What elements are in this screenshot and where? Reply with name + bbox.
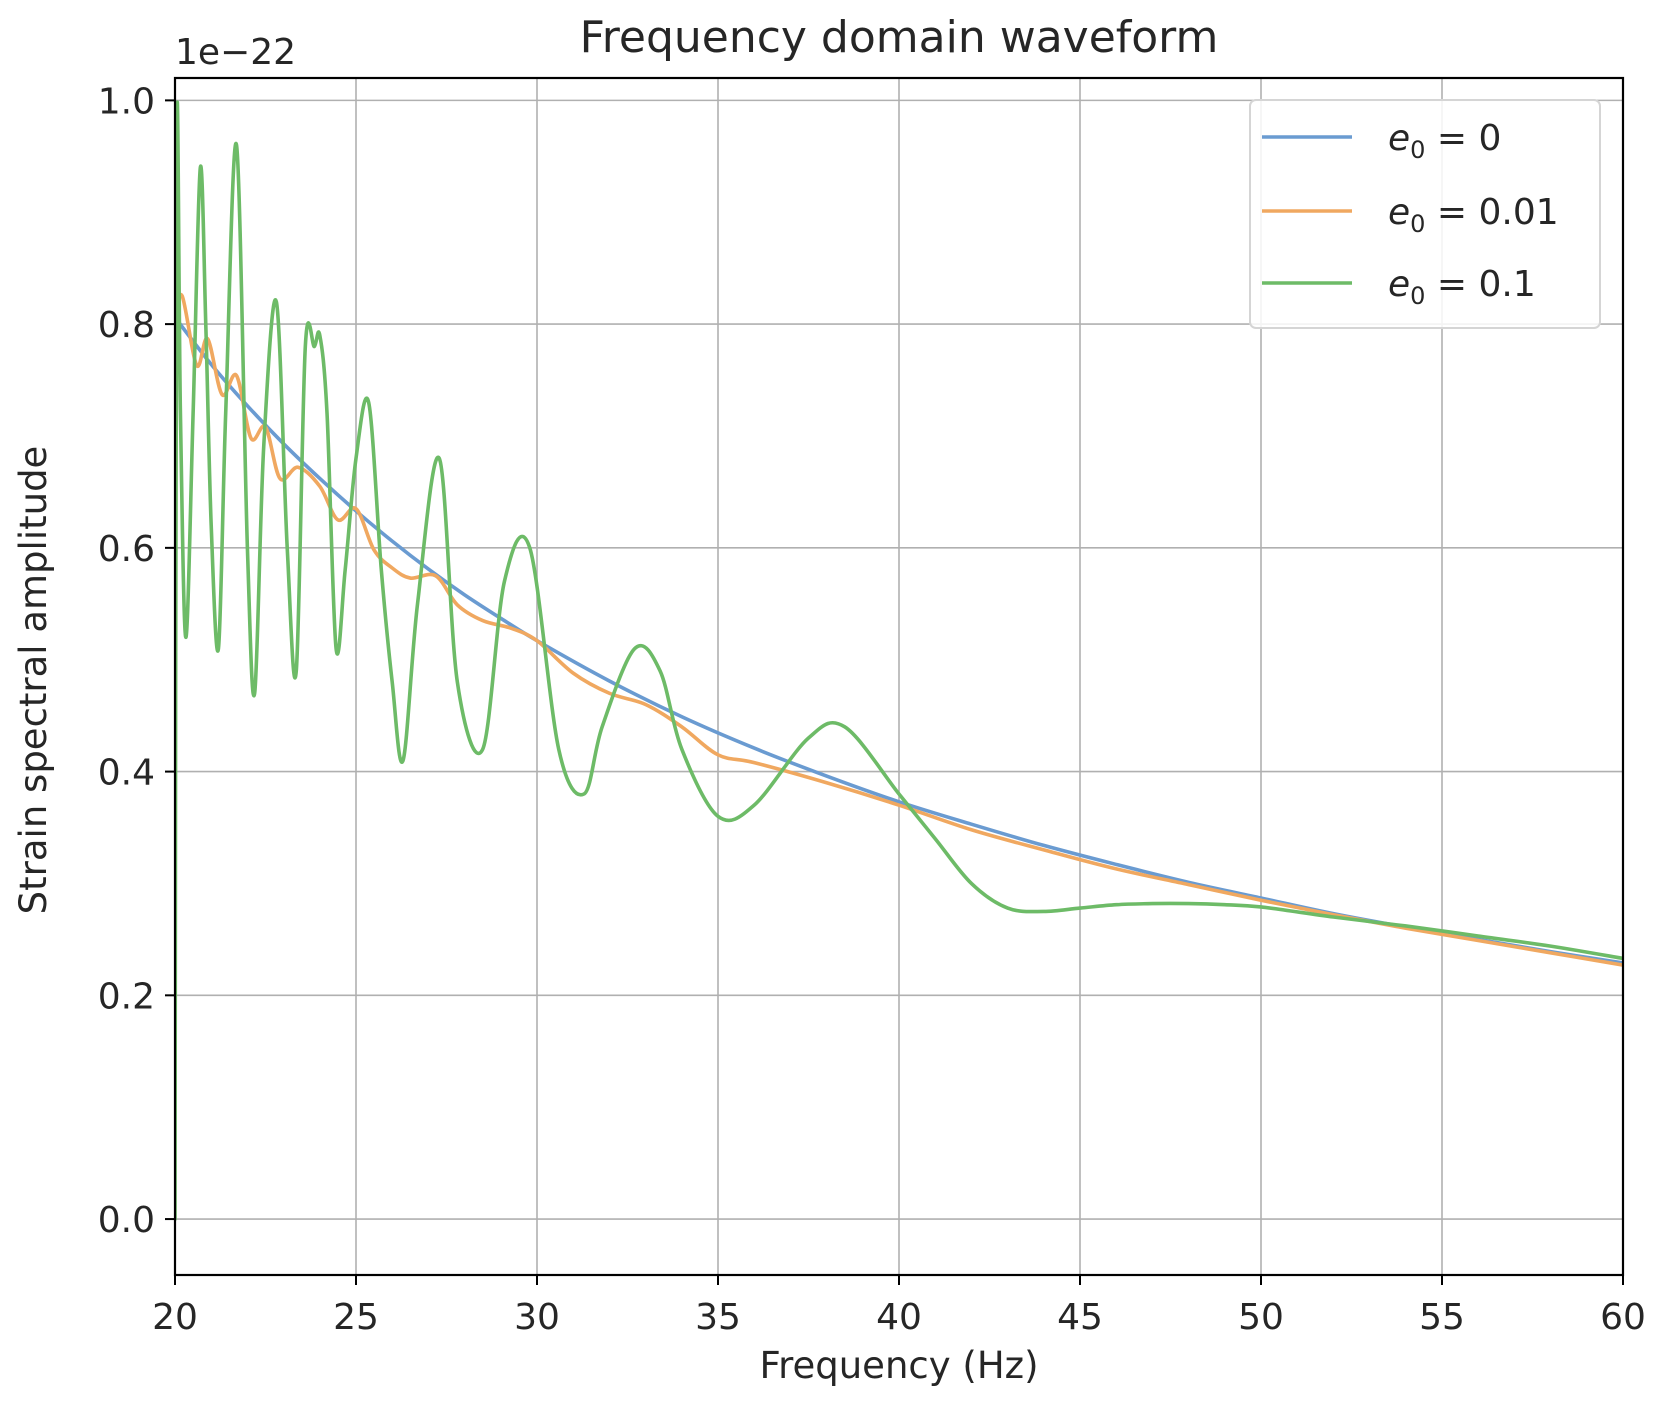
- x-tick-label: 45: [1057, 1297, 1103, 1338]
- series-line-1: [175, 292, 1623, 967]
- x-tick-label: 25: [333, 1297, 379, 1338]
- x-axis: 20 25 30 35 40 45 50 55 60: [152, 1275, 1646, 1338]
- legend-box: [1249, 99, 1601, 329]
- y-offset-text: 1e−22: [175, 32, 296, 73]
- x-tick-label: 55: [1419, 1297, 1465, 1338]
- y-axis-label: Strain spectral amplitude: [12, 446, 55, 915]
- series-layer: [175, 100, 1623, 1221]
- legend-label-2: e0 = 0.1: [1388, 264, 1536, 310]
- chart-title: Frequency domain waveform: [580, 12, 1219, 63]
- y-tick-label: 1.0: [98, 81, 155, 122]
- x-tick-label: 40: [876, 1297, 922, 1338]
- y-tick-label: 0.2: [98, 976, 155, 1017]
- x-tick-label: 30: [514, 1297, 560, 1338]
- legend-label-0: e0 = 0: [1388, 118, 1501, 164]
- y-tick-label: 0.6: [98, 529, 155, 570]
- legend: e0 = 0 e0 = 0.01 e0 = 0.1: [1249, 99, 1601, 329]
- y-axis: 0.0 0.2 0.4 0.6 0.8 1.0: [98, 81, 175, 1241]
- y-tick-label: 0.4: [98, 753, 155, 794]
- y-tick-label: 0.0: [98, 1200, 155, 1241]
- x-tick-label: 35: [695, 1297, 741, 1338]
- series-line-2: [175, 100, 1623, 1221]
- legend-label-1: e0 = 0.01: [1388, 192, 1559, 238]
- x-tick-label: 60: [1600, 1297, 1646, 1338]
- y-tick-label: 0.8: [98, 305, 155, 346]
- x-tick-label: 50: [1238, 1297, 1284, 1338]
- x-axis-label: Frequency (Hz): [759, 1344, 1038, 1387]
- x-tick-label: 20: [152, 1297, 198, 1338]
